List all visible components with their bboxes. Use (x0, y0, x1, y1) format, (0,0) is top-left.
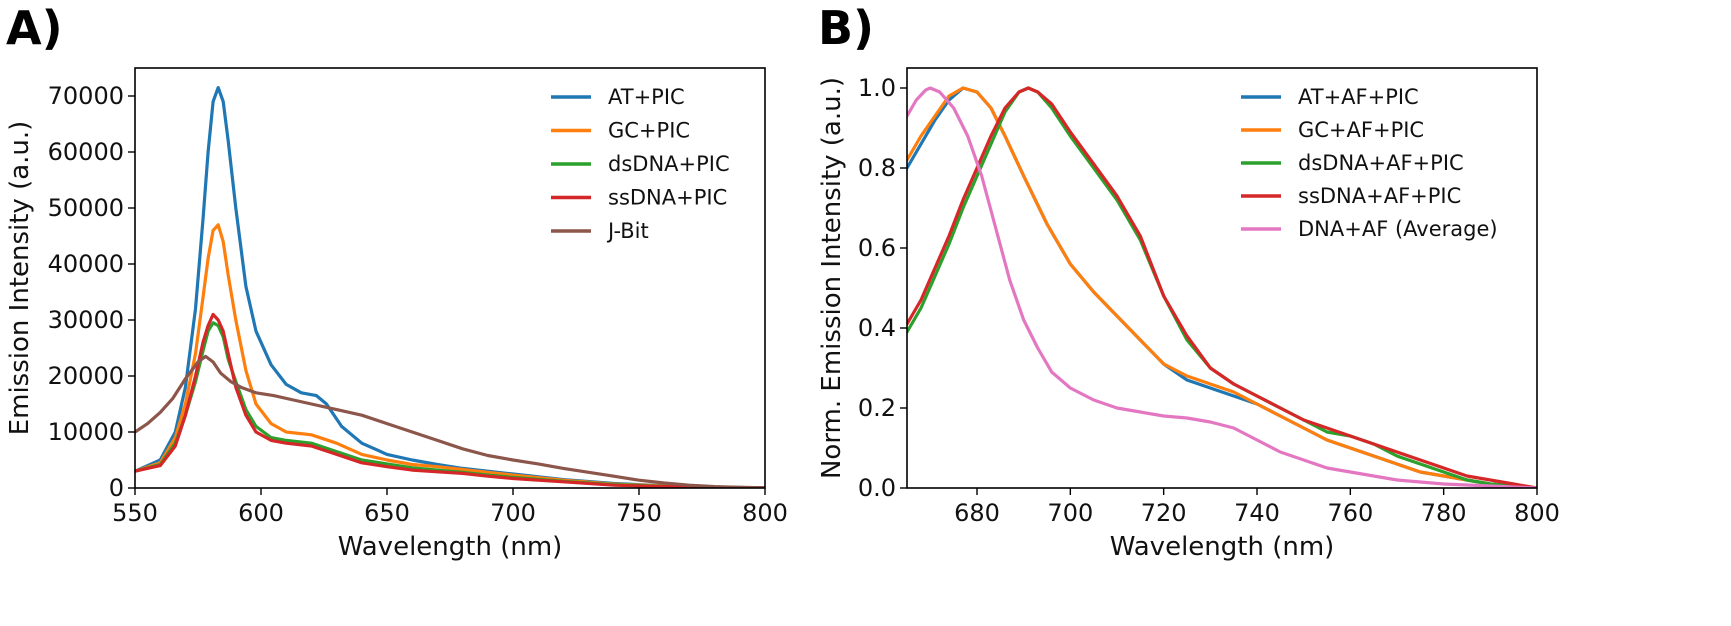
panel-a-y-tick-label: 50000 (48, 194, 124, 222)
panel-b-y-axis-label: Norm. Emission Intensity (a.u.) (817, 77, 847, 479)
panel-a-label: A) (6, 1, 63, 55)
panel-a-x-tick-label: 800 (742, 499, 788, 527)
panel-b-x-tick-label: 740 (1234, 499, 1280, 527)
panel-b-plot-frame (906, 67, 1538, 489)
panel-b-series-line-3 (907, 86, 1537, 488)
panel-b-legend-label: dsDNA+AF+PIC (1298, 151, 1464, 175)
panel-a-y-tick-label: 20000 (48, 362, 124, 390)
panel-b-y-tick-label: 0.4 (858, 314, 896, 342)
panel-a-series-line-3 (135, 312, 765, 488)
panel-a-legend-label: AT+PIC (608, 85, 685, 109)
panel-a-legend: AT+PIC GC+PIC dsDNA+PIC ssDNA+PIC J-Bit (551, 85, 730, 243)
panel-b-label: B) (818, 1, 874, 55)
panel-b-x-tick-label: 780 (1421, 499, 1467, 527)
panel-a-x-tick-label: 750 (616, 499, 662, 527)
panel-b-legend-label: AT+AF+PIC (1298, 85, 1419, 109)
panel-b-y-tick-label: 0.6 (858, 234, 896, 262)
panel-a-legend-label: dsDNA+PIC (608, 152, 730, 176)
panel-b-legend: AT+AF+PIC GC+AF+PIC dsDNA+AF+PIC ssDNA+AF+P… (1241, 85, 1498, 241)
panel-a-chart: A) 550 600 650 700 750 800 0 10000 20000 30000 400… (5, 1, 788, 562)
panel-a-x-tick-label: 650 (364, 499, 410, 527)
panel-b-y-tick-label: 0.2 (858, 394, 896, 422)
panel-b-x-tick-label: 700 (1047, 499, 1093, 527)
panel-a-legend-label: J-Bit (606, 219, 649, 243)
panel-b-x-tick-label: 800 (1514, 499, 1560, 527)
panel-b-legend-label: ssDNA+AF+PIC (1298, 184, 1461, 208)
panel-b-chart: B) 680 700 720 740 760 780 800 0.0 0.2 0.4 0.6 0.8 1… (817, 1, 1560, 562)
panel-b-x-axis-label: Wavelength (nm) (1110, 532, 1335, 562)
panel-b-legend-label: DNA+AF (Average) (1298, 217, 1498, 241)
panel-b-y-tick-label: 0.0 (858, 474, 896, 502)
panel-b-series-line-1 (907, 86, 1537, 488)
panel-a-series-line-4 (135, 354, 765, 488)
panel-b-series-line-0 (907, 86, 1537, 488)
panel-a-y-tick-label: 60000 (48, 138, 124, 166)
panel-a-y-axis-label: Emission Intensity (a.u.) (5, 121, 35, 436)
panel-a-y-tick-label: 70000 (48, 82, 124, 110)
panel-a-x-tick-label: 700 (490, 499, 536, 527)
panel-b-series-line-4 (907, 86, 1537, 488)
panel-a-x-tick-label: 600 (238, 499, 284, 527)
panel-b-y-tick-label: 0.8 (858, 154, 896, 182)
panel-a-x-axis-label: Wavelength (nm) (338, 532, 563, 562)
panel-a-legend-label: GC+PIC (608, 119, 690, 143)
panel-b-y-tick-label: 1.0 (858, 74, 896, 102)
panel-a-y-tick-label: 0 (109, 474, 124, 502)
panel-a-y-tick-label: 40000 (48, 250, 124, 278)
panel-b-x-tick-label: 720 (1141, 499, 1187, 527)
panel-a-legend-label: ssDNA+PIC (608, 186, 727, 210)
panel-b-x-tick-label: 680 (954, 499, 1000, 527)
panel-a-x-tick-label: 550 (112, 499, 158, 527)
panel-a-series-line-1 (135, 223, 765, 488)
panel-a-plot-frame (134, 67, 766, 489)
panel-a-y-tick-label: 30000 (48, 306, 124, 334)
panel-b-series-line-2 (907, 86, 1537, 488)
panel-a-y-tick-label: 10000 (48, 418, 124, 446)
panel-b-x-tick-label: 760 (1327, 499, 1373, 527)
panel-b-legend-label: GC+AF+PIC (1298, 118, 1424, 142)
panel-a-series-line-2 (135, 321, 765, 488)
